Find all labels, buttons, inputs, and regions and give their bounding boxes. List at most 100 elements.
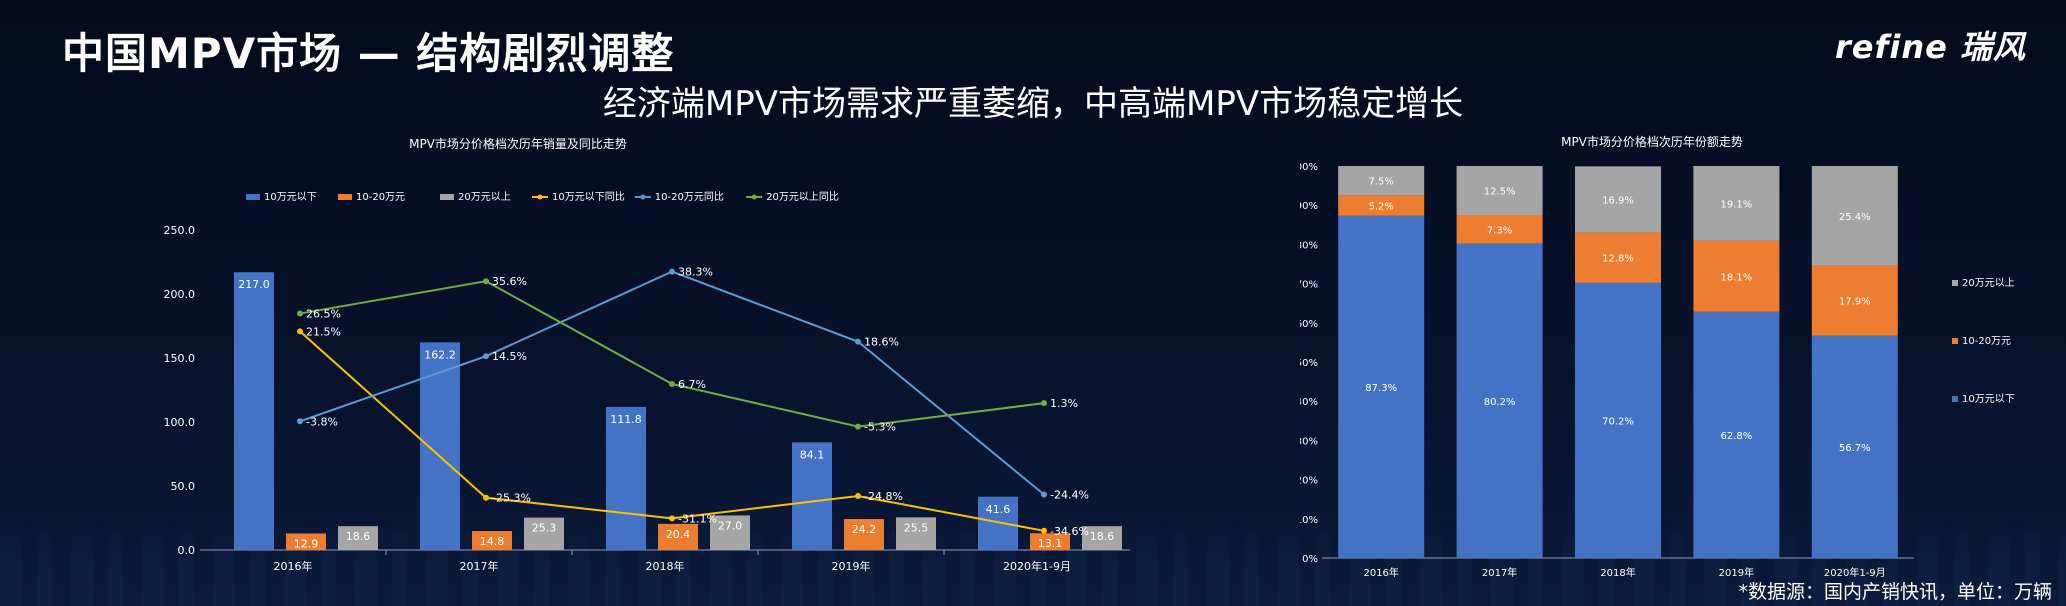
- left-chart-bars: 217.0 162.2 111.8 84.1 41.6 12.9 14.8 20.4 24.2 1…: [234, 272, 1122, 550]
- left-x-tick-label: 2016年: [274, 559, 313, 573]
- left-legend-marker-1: [640, 194, 646, 200]
- left-legend-marker-2: [751, 194, 757, 200]
- right-legend-swatch-2: [1952, 280, 1958, 286]
- left-line-point-2: [297, 310, 303, 317]
- left-line-point-1: [669, 268, 675, 275]
- right-bar-segment-0: [1338, 215, 1425, 558]
- left-legend-line-label-0: 10万元以下同比: [552, 191, 625, 203]
- left-line-label-0: -24.8%: [864, 490, 903, 503]
- right-bar-segment-2: [1575, 166, 1661, 233]
- right-y-tick-label: 0%: [1302, 554, 1318, 565]
- right-x-tick-label: 2016年: [1363, 566, 1398, 579]
- left-line-point-1: [1041, 491, 1047, 498]
- right-bar-label-0: 80.2%: [1484, 397, 1516, 408]
- right-y-tick-label: 20%: [1300, 476, 1318, 487]
- brand-logo: refine 瑞风: [1834, 28, 2026, 66]
- right-bar-segment-0: [1575, 282, 1661, 558]
- left-bar-2: [524, 517, 564, 550]
- left-legend-line-label-1: 10-20万元同比: [655, 191, 724, 203]
- left-line-label-1: -24.4%: [1050, 489, 1089, 502]
- right-bar-segment-2: [1693, 166, 1780, 241]
- right-chart-legend: 20万元以上 10-20万元 10万元以下: [1952, 277, 2015, 405]
- left-x-tick-label: 2017年: [460, 559, 499, 573]
- left-legend-line-label-2: 20万元以上同比: [766, 191, 839, 203]
- right-x-tick-label: 2018年: [1600, 566, 1635, 579]
- right-bar-label-2: 7.5%: [1368, 177, 1393, 188]
- left-line-point-1: [297, 418, 303, 425]
- left-bar-1: [844, 519, 884, 550]
- left-bar-label-1: 13.1: [1038, 537, 1063, 550]
- left-bar-label-0: 217.0: [238, 278, 270, 291]
- left-line-point-2: [483, 278, 489, 285]
- right-bar-label-2: 16.9%: [1602, 196, 1634, 207]
- data-source-note: *数据源：国内产销快讯，单位：万辆: [1738, 581, 2052, 603]
- right-bar-segment-2: [1456, 166, 1543, 215]
- left-y-tick-label: 250.0: [164, 224, 196, 237]
- left-bar-1: [1030, 533, 1070, 550]
- left-chart-axes: 0.050.0100.0150.0200.0250.0-40.0%-30.0%-…: [164, 224, 1130, 573]
- left-line-point-0: [483, 494, 489, 501]
- left-bar-label-0: 41.6: [986, 503, 1011, 516]
- left-bar-label-2: 18.6: [1090, 530, 1115, 543]
- left-line-label-2: 35.6%: [492, 275, 527, 288]
- left-line-point-0: [669, 515, 675, 522]
- left-bar-label-2: 27.0: [718, 519, 743, 532]
- right-bar-segment-0: [1693, 311, 1780, 558]
- right-bar-label-0: 87.3%: [1365, 383, 1397, 394]
- right-y-tick-label: 50%: [1300, 358, 1318, 369]
- left-legend-label-0: 10万元以下: [264, 192, 317, 203]
- page-title: 中国MPV市场 — 结构剧烈调整: [62, 29, 675, 78]
- left-line-label-2: 6.7%: [678, 378, 706, 391]
- left-y-tick-label: 200.0: [164, 288, 196, 301]
- left-bar-label-1: 20.4: [666, 528, 691, 541]
- left-y-tick-label: 100.0: [164, 416, 196, 429]
- right-bar-label-1: 7.3%: [1487, 225, 1512, 236]
- right-chart-bars: 87.3% 5.2% 7.5% 80.2% 7.3% 12.5% 70.2% 12.8% 16.…: [1338, 166, 1898, 558]
- left-line-label-2: 26.5%: [306, 308, 341, 321]
- left-y-tick-label: 50.0: [171, 480, 196, 493]
- left-x-tick-label: 2019年: [832, 559, 871, 573]
- right-y-tick-label: 80%: [1300, 240, 1318, 251]
- left-bar-1: [658, 523, 698, 550]
- left-bar-label-2: 18.6: [346, 530, 371, 543]
- right-y-tick-label: 100%: [1300, 162, 1318, 173]
- left-bar-label-0: 84.1: [800, 448, 825, 461]
- right-bar-label-1: 5.2%: [1368, 202, 1393, 213]
- left-line-point-0: [1041, 527, 1047, 534]
- left-line-label-0: 21.5%: [306, 325, 341, 338]
- right-bar-label-0: 62.8%: [1721, 431, 1753, 442]
- left-legend-label-2: 20万元以上: [458, 191, 511, 203]
- left-legend-swatch-1: [338, 194, 352, 200]
- left-chart-lines: 21.5% -25.3% -31.1% -24.8% -34.6% -3.8% 14.5% 3…: [297, 266, 1089, 538]
- left-line-label-1: 38.3%: [678, 266, 713, 279]
- right-bar-label-2: 25.4%: [1839, 212, 1871, 223]
- left-bar-2: [338, 526, 378, 550]
- left-line-label-1: -3.8%: [306, 415, 338, 428]
- market-share-stacked-chart: MPV市场分价格档次历年份额走势 0% 10% 20% 30% 40% 50% 60% 70%…: [1300, 134, 2015, 579]
- right-bar-label-1: 17.9%: [1839, 297, 1871, 308]
- left-line-label-2: -5.3%: [864, 421, 896, 434]
- left-line-2: [299, 280, 1045, 428]
- left-bar-label-1: 14.8: [480, 535, 505, 548]
- right-x-tick-label: 2017年: [1482, 566, 1517, 579]
- left-chart-legend: 10万元以下 10-20万元 20万元以上 10万元以下同比 10-20万元同比 20万元…: [246, 191, 839, 203]
- right-legend-label-2: 20万元以上: [1962, 277, 2015, 289]
- left-line-point-2: [855, 423, 861, 430]
- left-line-point-0: [297, 328, 303, 335]
- right-bar-segment-1: [1575, 232, 1661, 283]
- left-line-label-0: -31.1%: [678, 512, 717, 525]
- right-legend-label-0: 10万元以下: [1962, 394, 2015, 405]
- left-line-point-2: [669, 380, 675, 387]
- left-bar-label-0: 111.8: [610, 413, 642, 426]
- right-y-tick-label: 40%: [1300, 397, 1318, 408]
- left-line-label-2: 1.3%: [1050, 397, 1078, 410]
- right-x-tick-label: 2020年1-9月: [1824, 566, 1886, 579]
- left-line-label-1: 18.6%: [864, 336, 899, 349]
- right-y-tick-label: 90%: [1300, 201, 1318, 212]
- sales-volume-combo-chart: MPV市场分价格档次历年销量及同比走势 10万元以下 10-20万元 20万元以上 1…: [164, 136, 1130, 573]
- right-legend-label-1: 10-20万元: [1962, 336, 2011, 347]
- left-bar-0: [978, 496, 1018, 550]
- left-line-0: [299, 330, 1045, 532]
- right-bar-segment-1: [1693, 240, 1780, 312]
- left-bar-label-0: 162.2: [424, 348, 456, 361]
